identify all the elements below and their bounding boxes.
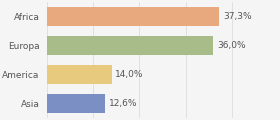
Text: 14,0%: 14,0% — [115, 70, 144, 79]
Text: 37,3%: 37,3% — [223, 12, 252, 21]
Bar — [47, 36, 213, 55]
Text: 12,6%: 12,6% — [109, 99, 137, 108]
Bar — [47, 94, 105, 113]
Text: 36,0%: 36,0% — [217, 41, 246, 50]
Bar — [47, 7, 219, 26]
Bar — [47, 65, 112, 84]
